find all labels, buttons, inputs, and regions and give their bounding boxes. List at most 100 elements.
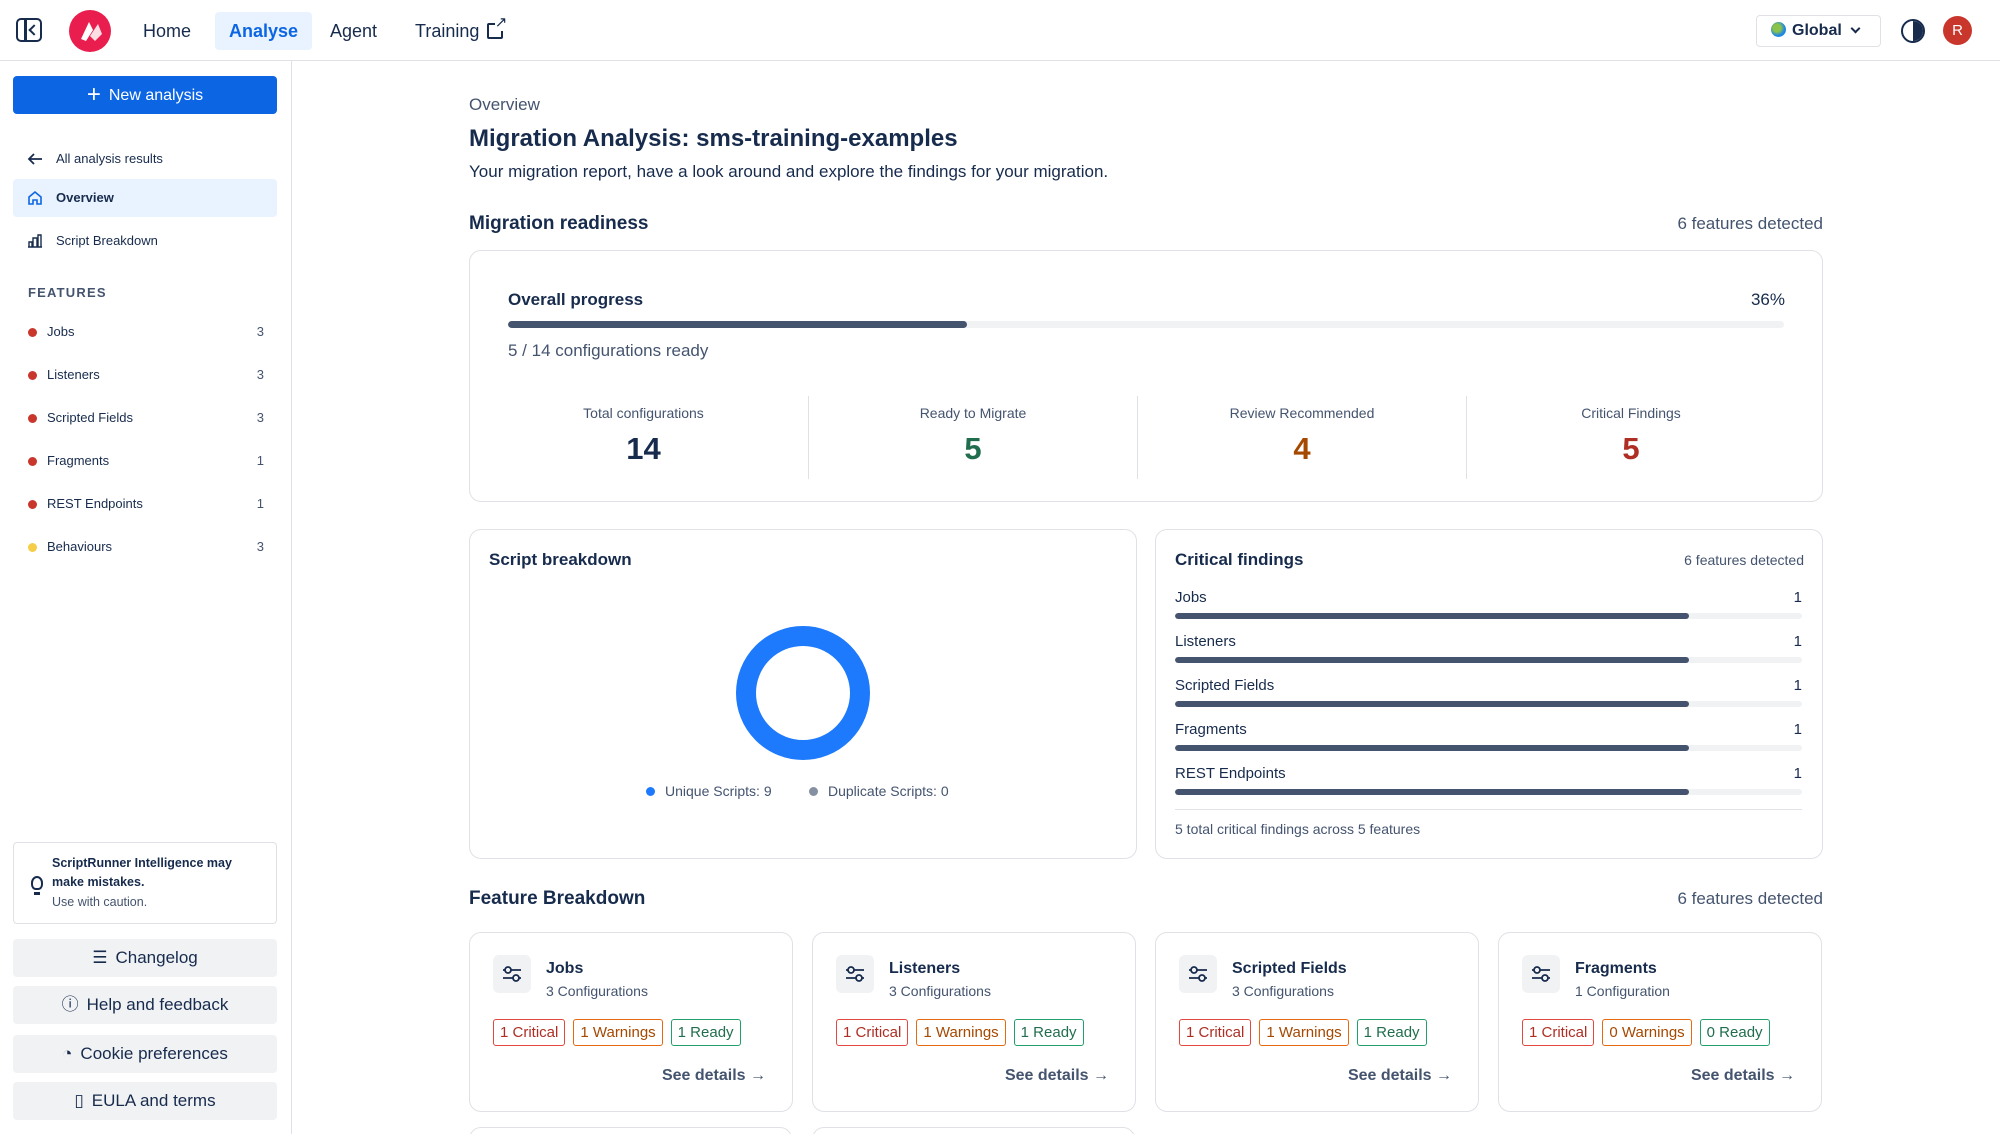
- cookie-preferences-button[interactable]: ◔ Cookie preferences: [13, 1035, 277, 1073]
- sidebar-item-feature[interactable]: Jobs 3: [28, 320, 264, 344]
- see-details-link[interactable]: See details →: [1691, 1067, 1795, 1085]
- stat-tile: Critical Findings 5: [1466, 396, 1795, 479]
- migration-readiness-title: Migration readiness: [469, 213, 649, 234]
- region-select[interactable]: Global: [1756, 15, 1881, 47]
- warnings-badge: 0 Warnings: [1602, 1019, 1692, 1046]
- finding-feature: Fragments: [1175, 721, 1247, 738]
- status-dot: [28, 500, 37, 509]
- nav-home[interactable]: Home: [143, 21, 192, 41]
- critical-badge: 1 Critical: [493, 1019, 566, 1046]
- list-icon: ☰: [92, 948, 108, 967]
- stat-label: Critical Findings: [1581, 405, 1681, 421]
- external-link-icon: [487, 15, 508, 39]
- arrow-right-icon: →: [750, 1067, 766, 1084]
- warnings-badge: 1 Warnings: [573, 1019, 663, 1046]
- page-title: Migration Analysis: sms-training-example…: [469, 125, 958, 152]
- sidebar-item-overview[interactable]: Overview: [13, 179, 277, 217]
- feature-count: 1: [256, 496, 264, 511]
- finding-feature: Jobs: [1175, 589, 1207, 606]
- see-details-link[interactable]: See details →: [1348, 1067, 1452, 1085]
- feature-name: Listeners: [889, 960, 961, 977]
- stat-label: Ready to Migrate: [919, 405, 1027, 421]
- cookie-icon: ◔: [62, 1044, 73, 1063]
- feature-card-partial: [469, 1127, 792, 1134]
- back-link-label: All analysis results: [56, 151, 163, 166]
- nav-agent[interactable]: Agent: [330, 21, 378, 41]
- sidebar-item-feature[interactable]: Fragments 1: [28, 449, 264, 473]
- finding-bar-fill: [1175, 745, 1690, 751]
- settings-sliders-icon: [836, 955, 874, 993]
- legend-dot: [809, 787, 818, 796]
- avatar[interactable]: R: [1943, 16, 1972, 45]
- features-heading: FEATURES: [28, 285, 107, 300]
- finding-feature: REST Endpoints: [1175, 765, 1286, 782]
- see-details-label: See details: [1004, 1067, 1089, 1084]
- critical-findings-count: 6 features detected: [1684, 552, 1804, 568]
- back-to-results-link[interactable]: All analysis results: [13, 140, 277, 178]
- new-analysis-button[interactable]: + New analysis: [13, 76, 277, 114]
- script-breakdown-card: Script breakdown Unique Scripts: 9 Dupli…: [469, 529, 1137, 859]
- theme-toggle-icon[interactable]: [1901, 19, 1925, 43]
- new-analysis-label: New analysis: [108, 87, 204, 104]
- sidebar-item-feature[interactable]: Scripted Fields 3: [28, 406, 264, 430]
- feature-tags: 1 Critical 1 Warnings 1 Ready: [493, 1019, 741, 1046]
- warnings-badge: 1 Warnings: [1259, 1019, 1349, 1046]
- feature-card[interactable]: Scripted Fields 3 Configurations 1 Critica…: [1155, 932, 1479, 1112]
- finding-count: 1: [1793, 765, 1802, 782]
- plus-icon: +: [86, 81, 101, 108]
- stat-label: Total configurations: [583, 405, 704, 421]
- feature-card[interactable]: Fragments 1 Configuration 1 Critical 0 Warn…: [1498, 932, 1822, 1112]
- nav-analyse[interactable]: Analyse: [215, 12, 313, 50]
- feature-card[interactable]: Listeners 3 Configurations 1 Critical 1 War…: [812, 932, 1136, 1112]
- finding-count: 1: [1793, 677, 1802, 694]
- app-logo[interactable]: [69, 10, 111, 52]
- sidebar-item-feature[interactable]: REST Endpoints 1: [28, 492, 264, 516]
- progress-percent: 36%: [1750, 290, 1785, 309]
- region-label: Global: [1792, 22, 1842, 39]
- see-details-link[interactable]: See details →: [1005, 1067, 1109, 1085]
- finding-bar-fill: [1175, 657, 1690, 663]
- sidebar-item-feature[interactable]: Listeners 3: [28, 363, 264, 387]
- legend-duplicate: Duplicate Scripts: 0: [809, 783, 949, 799]
- legend-duplicate-label: Duplicate Scripts: 0: [828, 783, 949, 799]
- help-feedback-button[interactable]: ⓘ Help and feedback: [13, 986, 277, 1024]
- ai-notice: ScriptRunner Intelligence may make mista…: [13, 842, 277, 924]
- overview-label: Overview: [56, 190, 114, 205]
- feature-breakdown-count: 6 features detected: [1677, 889, 1823, 908]
- sidebar-item-feature[interactable]: Behaviours 3: [28, 535, 264, 559]
- progress-summary: 5 / 14 configurations ready: [508, 341, 709, 360]
- sidebar-item-script-breakdown[interactable]: Script Breakdown: [13, 222, 277, 260]
- critical-finding-row: REST Endpoints 1: [1175, 765, 1802, 795]
- bar-chart-icon: [28, 234, 42, 248]
- feature-count: 1: [256, 453, 264, 468]
- progress-bar: [508, 321, 1784, 328]
- nav-training[interactable]: Training: [401, 12, 517, 50]
- progress-fill: [508, 321, 968, 328]
- script-breakdown-title: Script breakdown: [489, 550, 632, 569]
- feature-config-count: 3 Configurations: [546, 983, 648, 999]
- stat-tile: Ready to Migrate 5: [808, 396, 1137, 479]
- see-details-link[interactable]: See details →: [662, 1067, 766, 1085]
- status-dot: [28, 414, 37, 423]
- changelog-button[interactable]: ☰ Changelog: [13, 939, 277, 977]
- finding-bar-fill: [1175, 613, 1690, 619]
- sidebar-toggle-icon[interactable]: [16, 18, 42, 42]
- critical-finding-row: Fragments 1: [1175, 721, 1802, 751]
- help-icon: ⓘ: [61, 995, 79, 1014]
- see-details-label: See details: [1690, 1067, 1775, 1084]
- legend-unique-label: Unique Scripts: 9: [665, 783, 772, 799]
- top-navigation: Home Analyse Agent Training Global R: [0, 0, 2000, 61]
- feature-config-count: 3 Configurations: [889, 983, 991, 999]
- finding-count: 1: [1793, 589, 1802, 606]
- eula-button[interactable]: ▯ EULA and terms: [13, 1082, 277, 1120]
- breadcrumb: Overview: [469, 95, 540, 114]
- finding-bar-fill: [1175, 789, 1690, 795]
- status-dot: [28, 328, 37, 337]
- finding-feature: Listeners: [1175, 633, 1236, 650]
- ready-badge: 1 Ready: [670, 1019, 741, 1046]
- stat-value: 4: [1293, 431, 1311, 466]
- arrow-right-icon: →: [1779, 1067, 1795, 1084]
- legend-dot: [646, 787, 655, 796]
- ready-badge: 1 Ready: [1013, 1019, 1084, 1046]
- feature-card[interactable]: Jobs 3 Configurations 1 Critical 1 Warnings…: [469, 932, 793, 1112]
